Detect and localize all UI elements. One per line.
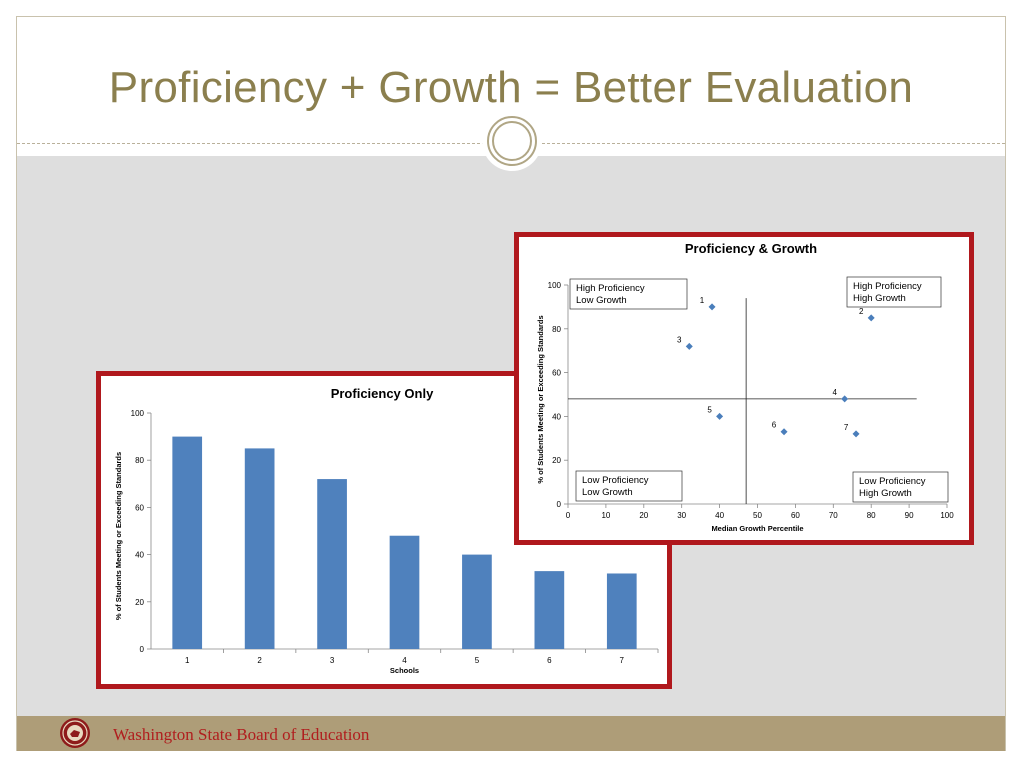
point-label: 4 [832,388,837,397]
footer-bar: Washington State Board of Education [17,716,1005,751]
x-axis-label: Median Growth Percentile [711,524,803,533]
point-school-3 [685,342,693,350]
x-tick-label: 2 [257,656,262,665]
x-tick-label: 4 [402,656,407,665]
x-tick-label: 3 [330,656,335,665]
y-tick-label: 40 [552,412,561,421]
x-tick-label: 90 [905,511,914,520]
point-school-1 [708,303,716,311]
x-tick-label: 40 [715,511,724,520]
point-label: 5 [707,405,712,414]
y-tick-label: 20 [135,598,144,607]
quadrant-bottom-right-line1: Low Proficiency [859,476,926,487]
quadrant-bottom-left-box [575,470,683,502]
y-tick-label: 60 [135,503,144,512]
y-tick-label: 0 [557,500,562,509]
x-tick-label: 20 [639,511,648,520]
point-school-2 [867,314,875,322]
x-tick-label: 6 [547,656,552,665]
quadrant-top-left-line1: High Proficiency [576,283,645,294]
x-tick-label: 5 [475,656,480,665]
bar-school-1 [172,436,203,649]
scatter-chart-panel: Proficiency & Growth 0 20 40 60 80 100 0 10 20 30 4… [514,232,974,545]
quadrant-top-right-box [846,276,942,308]
board-seal-logo [60,718,90,748]
y-tick-label: 80 [552,325,561,334]
x-tick-label: 7 [620,656,625,665]
bar-school-5 [462,554,492,649]
footer-organization: Washington State Board of Education [113,725,370,744]
x-tick-label: 50 [753,511,762,520]
quadrant-top-left-box [569,278,688,310]
y-tick-label: 60 [552,369,561,378]
x-tick-label: 30 [677,511,686,520]
y-axis-label: % of Students Meeting or Exceeding Stand… [114,452,123,620]
quadrant-bottom-left-line2: Low Growth [582,487,633,498]
point-school-7 [852,430,860,438]
quadrant-top-right-line1: High Proficiency [853,281,922,292]
y-tick-label: 20 [552,456,561,465]
x-tick-label: 60 [791,511,800,520]
x-tick-label: 10 [601,511,610,520]
x-tick-label: 80 [867,511,876,520]
quadrant-bottom-right-box [852,471,949,503]
point-label: 1 [700,296,705,305]
y-tick-label: 0 [140,645,145,654]
x-tick-label: 70 [829,511,838,520]
y-tick-label: 80 [135,456,144,465]
circle-ornament-icon [482,111,542,171]
y-tick-label: 40 [135,551,144,560]
bar-school-6 [534,571,565,649]
x-axis-label: Schools [390,666,419,675]
quadrant-top-left-line2: Low Growth [576,295,627,306]
bar-school-4 [389,535,420,649]
quadrant-bottom-left-line1: Low Proficiency [582,475,649,486]
point-school-4 [841,395,849,403]
bar-school-3 [317,479,347,649]
quadrant-bottom-right-line2: High Growth [859,488,912,499]
y-tick-label: 100 [548,281,562,290]
scatter-chart: Proficiency & Growth 0 20 40 60 80 100 0 10 20 30 4… [536,241,954,533]
y-tick-label: 100 [131,409,145,418]
quadrant-top-right-line2: High Growth [853,293,906,304]
point-school-5 [716,412,724,420]
point-label: 2 [859,307,864,316]
bar-school-2 [244,448,275,649]
y-axis-label: % of Students Meeting or Exceeding Stand… [536,315,545,483]
point-label: 3 [677,335,682,344]
point-label: 7 [844,423,849,432]
point-label: 6 [772,421,777,430]
point-school-6 [780,428,788,436]
x-tick-label: 0 [566,511,571,520]
bar-school-7 [606,573,637,649]
x-tick-label: 100 [940,511,954,520]
chart-title: Proficiency Only [331,386,434,401]
x-tick-label: 1 [185,656,190,665]
chart-title: Proficiency & Growth [685,241,817,256]
slide-title: Proficiency + Growth = Better Evaluation [108,63,914,112]
